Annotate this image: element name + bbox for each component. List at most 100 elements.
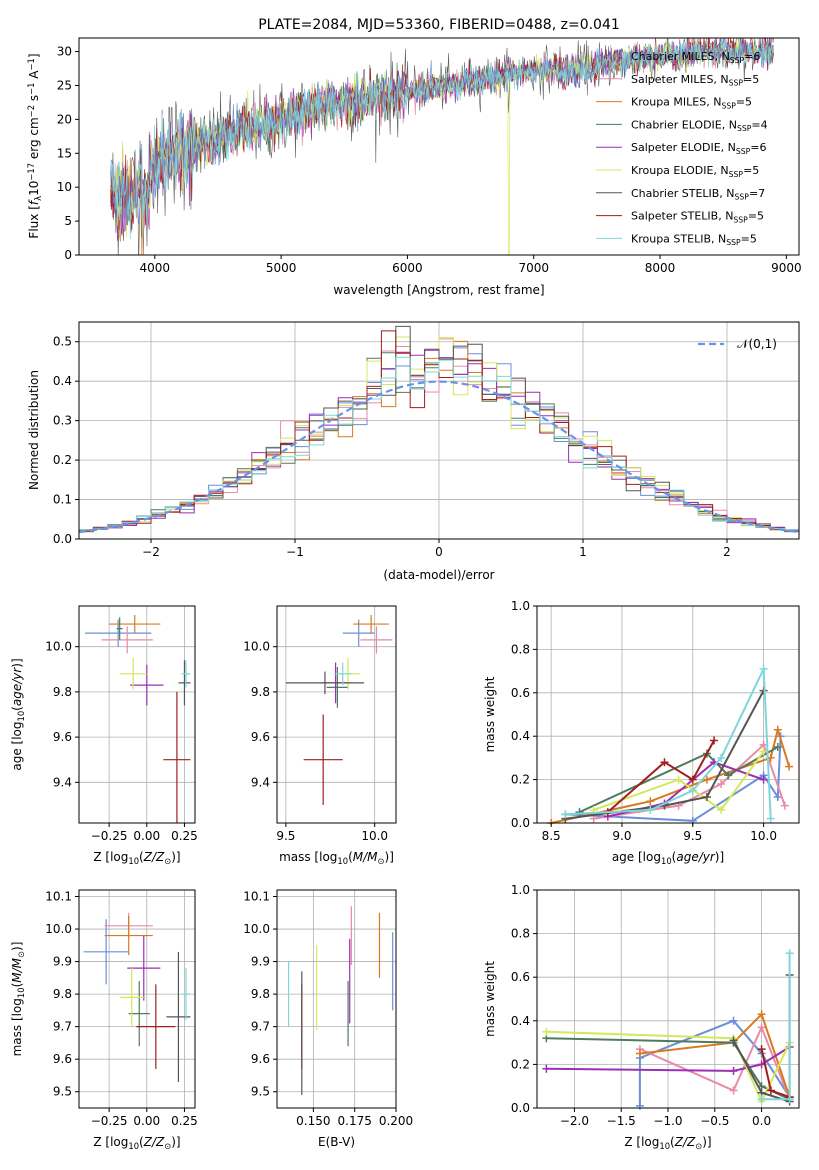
plot-area: [285, 615, 393, 805]
data-point: [759, 664, 768, 673]
x-tick-label: 0.0: [752, 1114, 771, 1128]
axes-frame: [536, 889, 800, 1109]
data-point: [757, 1095, 766, 1104]
series-line-kroupa-elodie: [546, 1030, 791, 1104]
x-tick-label: 9000: [771, 261, 802, 275]
y-tick-label: 10: [57, 180, 72, 194]
x-axis-label: (data-model)/error: [383, 568, 494, 582]
x-axis-label: mass [log10(M/M⊙)]: [279, 850, 394, 866]
y-tick-label: 20: [57, 112, 72, 126]
x-tick-label: 0.00: [133, 1114, 160, 1128]
spectrum-line-kroupa-stelib: [110, 38, 775, 240]
y-tick-label: 9.9: [53, 955, 72, 969]
data-point: [561, 810, 570, 819]
x-axis-label: wavelength [Angstrom, rest frame]: [333, 283, 544, 297]
data-point: [757, 1010, 766, 1019]
x-tick-label: 10.0: [750, 829, 777, 843]
x-axis-label: Z [log10(Z/Z⊙)]: [624, 1135, 711, 1151]
y-tick-label: 0.0: [511, 1101, 530, 1115]
y-tick-label: 1.0: [511, 883, 530, 897]
plot-area: [547, 664, 794, 825]
y-tick-label: 9.8: [251, 987, 270, 1001]
data-point: [724, 771, 733, 780]
series-line-salpeter-stelib: [607, 740, 715, 813]
y-tick-label: 0.2: [53, 453, 72, 467]
data-point: [688, 775, 697, 784]
y-tick-label: 9.9: [251, 955, 270, 969]
y-axis-label: mass weight: [483, 961, 497, 1037]
y-axis-label: age [log10(age/yr)]: [10, 658, 26, 770]
y-tick-label: 9.6: [251, 730, 270, 744]
x-tick-label: 9.0: [612, 829, 631, 843]
x-tick-label: 0.25: [171, 829, 198, 843]
data-point: [635, 1101, 644, 1110]
x-axis-label: Z [log10(Z/Z⊙)]: [93, 850, 180, 866]
legend-entry: Salpeter STELIB, NSSP=5: [631, 210, 764, 225]
data-point: [757, 1023, 766, 1032]
legend-entry: Kroupa ELODIE, NSSP=5: [631, 164, 759, 179]
y-tick-label: 0.6: [511, 970, 530, 984]
x-tick-label: 0.200: [379, 1114, 413, 1128]
data-point: [542, 1027, 551, 1036]
data-point: [766, 1086, 775, 1095]
data-point: [702, 792, 711, 801]
y-tick-label: 10.0: [243, 922, 270, 936]
x-tick-label: 0.25: [171, 1114, 198, 1128]
data-point: [542, 1064, 551, 1073]
plot-area: [542, 949, 794, 1110]
x-tick-label: 8.5: [542, 829, 561, 843]
x-tick-label: 2: [723, 545, 731, 559]
x-tick-label: 6000: [392, 261, 423, 275]
x-tick-label: 4000: [140, 261, 171, 275]
x-tick-label: −2: [142, 545, 160, 559]
data-point: [729, 1036, 738, 1045]
y-tick-label: 25: [57, 78, 72, 92]
plot-area: [287, 906, 394, 1095]
y-tick-label: 10.0: [243, 640, 270, 654]
y-tick-label: 0.4: [511, 729, 530, 743]
plot-area: [110, 38, 775, 255]
y-tick-label: 9.7: [251, 1020, 270, 1034]
y-tick-label: 9.7: [53, 1020, 72, 1034]
data-point: [660, 758, 669, 767]
data-point: [766, 814, 775, 823]
x-tick-label: 0.00: [133, 829, 160, 843]
series-line-kroupa-stelib: [565, 668, 772, 819]
y-tick-label: 30: [57, 45, 72, 59]
y-axis-label: Normed distribution: [27, 370, 41, 490]
age-vs-z-axes: −0.25 0.00 0.25 9.4 9.6 9.8 10.0 Z [log10(Z/Z⊙)…: [10, 605, 198, 866]
data-point: [717, 779, 726, 788]
axes-frame: [536, 605, 800, 824]
legend-entry: Kroupa MILES, NSSP=5: [631, 96, 752, 111]
x-tick-label: −1: [286, 545, 304, 559]
x-tick-label: 5000: [266, 261, 297, 275]
legend-entry: Chabrier STELIB, NSSP=7: [631, 187, 765, 202]
data-point: [635, 1049, 644, 1058]
y-tick-label: 0.0: [511, 816, 530, 830]
data-point: [759, 747, 768, 756]
y-tick-label: 9.6: [53, 730, 72, 744]
data-point: [646, 797, 655, 806]
axes-frame: [276, 889, 397, 1109]
data-point: [773, 725, 782, 734]
data-point: [757, 1045, 766, 1054]
x-tick-label: 9.5: [276, 829, 295, 843]
data-point: [688, 786, 697, 795]
y-tick-label: 10.1: [45, 890, 72, 904]
x-tick-label: −0.25: [91, 1114, 128, 1128]
mass-vs-ebv-axes: 0.150 0.175 0.200 9.5 9.6 9.7 9.8 9.9 10.0 10.1 E(…: [243, 889, 413, 1149]
x-tick-label: 0.150: [296, 1114, 330, 1128]
x-tick-label: 1: [579, 545, 587, 559]
y-tick-label: 15: [57, 146, 72, 160]
y-tick-label: 0.5: [53, 335, 72, 349]
plot-area: [83, 912, 191, 1082]
weight-vs-z-axes: −2.0 −1.5 −1.0 −0.5 0.0 0.0 0.2 0.4 0.6 0.8 1.0 Z […: [483, 883, 800, 1151]
y-tick-label: 9.5: [251, 1085, 270, 1099]
y-tick-label: 9.8: [53, 987, 72, 1001]
y-axis-label: mass [log10(M/M⊙)]: [10, 942, 26, 1057]
y-tick-label: 9.4: [53, 775, 72, 789]
y-tick-label: 5: [64, 214, 72, 228]
plot-area: [79, 325, 799, 535]
y-tick-label: 0.6: [511, 686, 530, 700]
